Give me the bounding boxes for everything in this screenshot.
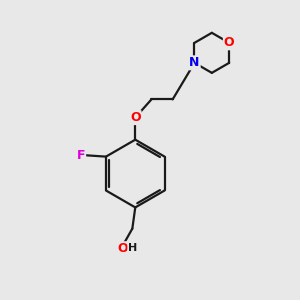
Text: O: O xyxy=(224,36,235,49)
Text: O: O xyxy=(130,111,141,124)
Text: F: F xyxy=(77,149,85,162)
Text: O: O xyxy=(117,242,128,255)
Text: H: H xyxy=(128,243,137,253)
Text: N: N xyxy=(189,56,200,69)
